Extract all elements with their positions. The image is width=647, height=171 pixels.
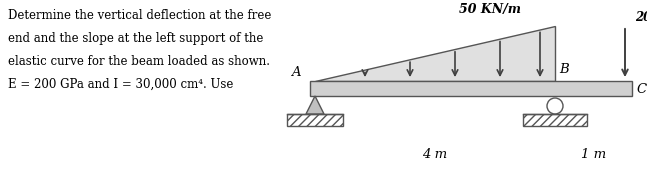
Text: elastic curve for the beam loaded as shown.: elastic curve for the beam loaded as sho…: [8, 55, 270, 68]
Text: B: B: [559, 63, 569, 76]
Bar: [287, 114, 343, 126]
Text: 20 KN: 20 KN: [635, 11, 647, 24]
Text: 4 m: 4 m: [422, 148, 448, 161]
Text: C: C: [636, 83, 646, 96]
Polygon shape: [306, 96, 324, 114]
Text: A: A: [291, 66, 301, 79]
Text: E = 200 GPa and I = 30,000 cm⁴. Use: E = 200 GPa and I = 30,000 cm⁴. Use: [8, 78, 234, 91]
Bar: [523, 114, 587, 126]
Text: 50 KN/m: 50 KN/m: [459, 3, 521, 16]
Text: end and the slope at the left support of the: end and the slope at the left support of…: [8, 32, 263, 45]
Circle shape: [547, 98, 563, 114]
Bar: [310, 81, 632, 96]
Text: Determine the vertical deflection at the free: Determine the vertical deflection at the…: [8, 9, 271, 22]
Text: 1 m: 1 m: [581, 148, 606, 161]
Polygon shape: [315, 26, 555, 81]
